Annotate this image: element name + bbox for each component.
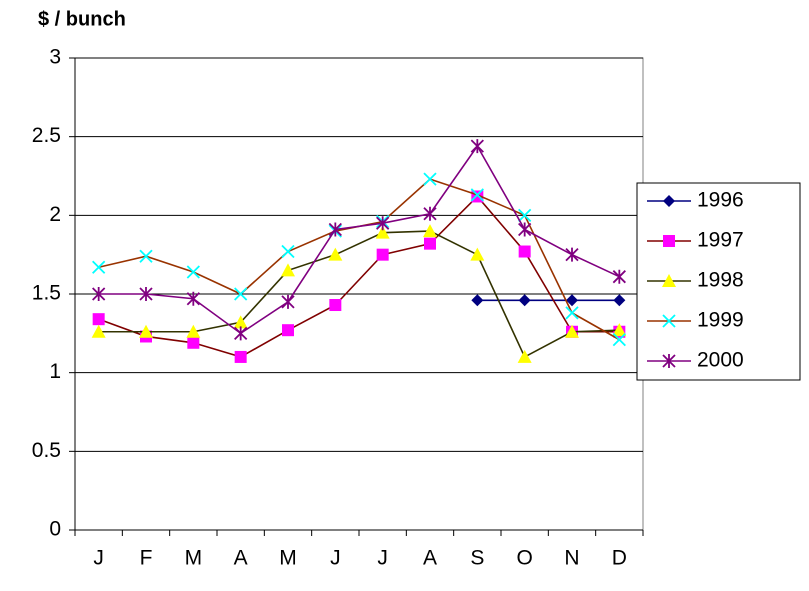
x-tick-label: O [516,547,532,570]
marker [424,237,436,250]
marker [612,323,627,337]
y-axis-label: $ / bunch [38,8,126,30]
marker [376,248,389,261]
marker [139,287,153,301]
marker [518,294,531,307]
marker [186,291,200,306]
legend-marker [663,195,675,207]
legend-label: 1999 [697,309,744,332]
marker [375,225,390,239]
marker [566,294,578,307]
x-tick-label: J [377,547,388,570]
marker [186,265,200,279]
marker [612,332,626,347]
legend-marker [662,314,676,328]
x-tick-label: A [423,547,437,570]
marker [518,245,531,258]
marker [518,208,532,222]
marker [281,244,295,259]
y-tick-label: 2.5 [32,124,61,147]
y-tick-label: 1.5 [32,282,61,305]
marker [139,324,153,338]
marker [234,326,248,341]
marker [92,287,106,301]
series-line [98,195,620,358]
x-tick-label: F [140,547,153,570]
legend-label: 2000 [697,349,744,372]
x-tick-label: M [185,547,203,570]
x-tick-label: A [234,547,248,570]
marker [186,324,201,338]
marker [423,224,437,238]
x-tick-label: N [564,547,579,570]
marker [282,324,294,337]
x-tick-label: J [330,547,341,570]
legend-label: 1997 [697,229,744,252]
marker [92,260,106,274]
x-tick-label: M [279,547,297,570]
marker [233,315,248,329]
marker [187,336,200,349]
marker [234,350,247,363]
y-tick-label: 1 [49,360,61,383]
marker [470,139,484,154]
marker [470,188,484,202]
marker [565,324,579,338]
legend-marker [662,274,676,287]
marker [612,269,626,284]
y-tick-label: 3 [49,46,61,69]
marker [423,206,437,221]
series-line [98,230,620,359]
marker [139,249,153,263]
x-tick-label: J [93,547,104,570]
legend-label: 1996 [697,189,744,212]
marker [329,299,342,312]
marker [423,172,437,186]
series-line [98,178,620,341]
marker [376,216,390,231]
marker [471,294,484,307]
legend-marker [663,235,675,247]
legend-marker [662,354,676,368]
marker [518,222,532,237]
marker [613,294,626,307]
marker [328,222,342,237]
marker [234,287,248,301]
marker [328,247,343,261]
y-tick-label: 0.5 [32,439,61,462]
marker [565,247,579,262]
marker [92,313,105,326]
y-tick-label: 2 [49,203,61,226]
marker [565,306,579,320]
marker [517,349,532,363]
marker [281,263,295,277]
series-line [98,144,620,335]
marker [281,294,295,309]
y-tick-label: 0 [49,518,61,541]
x-tick-label: D [612,547,627,570]
marker [91,324,106,338]
x-tick-label: S [470,547,484,570]
legend-label: 1998 [697,269,744,292]
marker [470,247,485,261]
